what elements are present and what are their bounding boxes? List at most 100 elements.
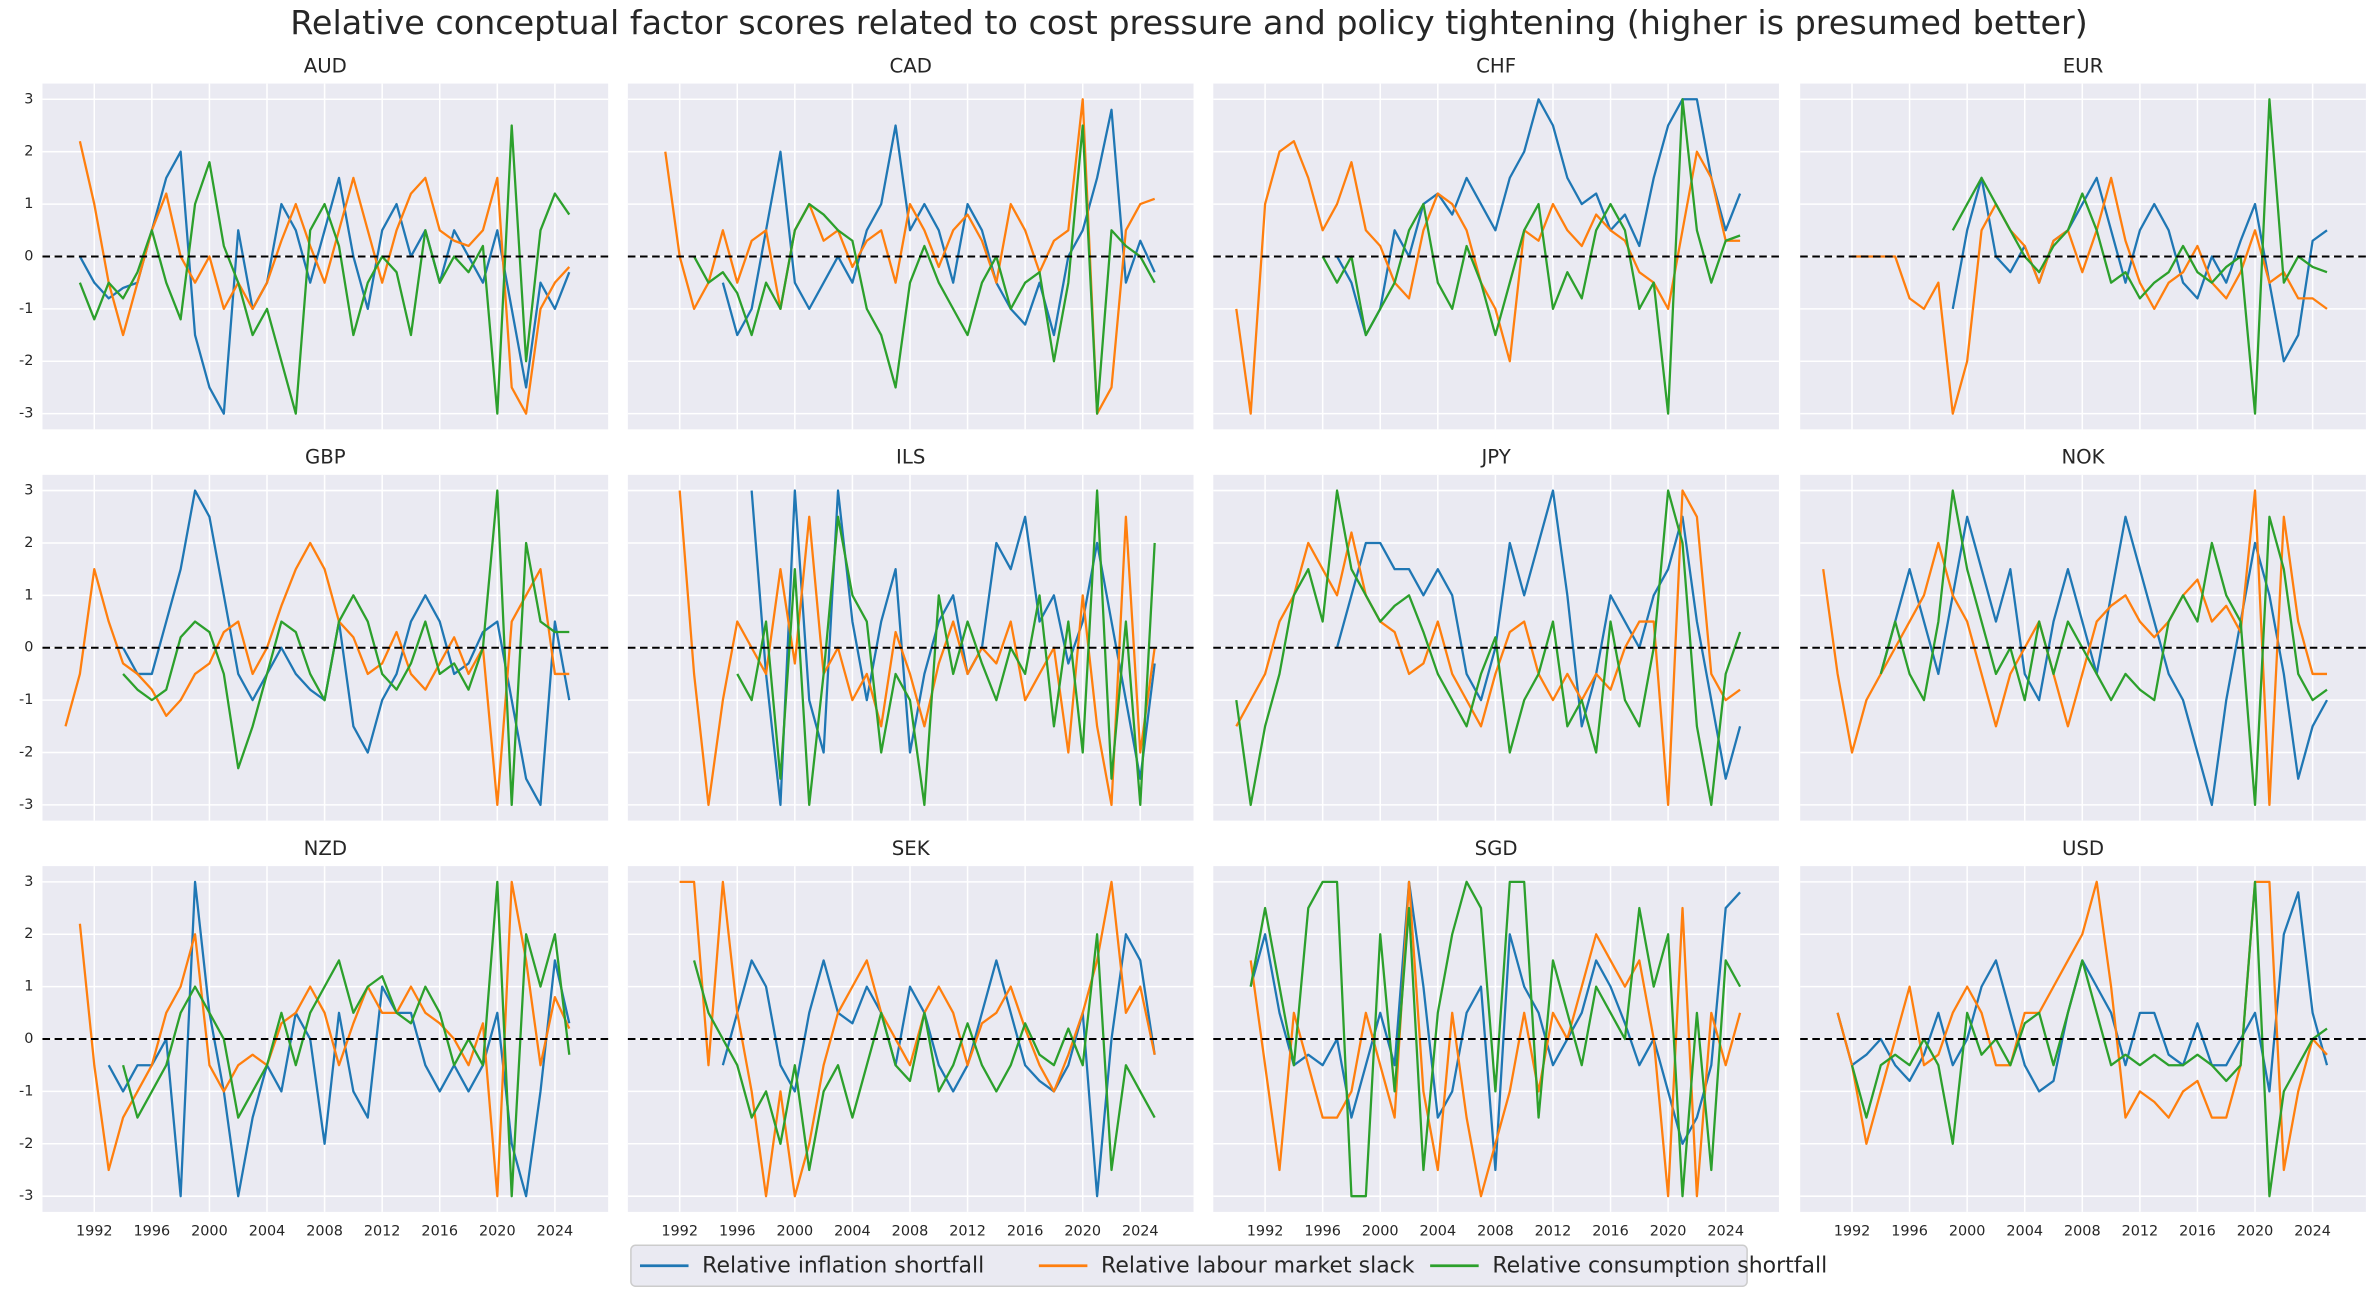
panel: JPY Relative inflation shortfallRelative … — [1213, 446, 1779, 821]
x-tick-label: 1996 — [1891, 1224, 1928, 1240]
x-tick-label: 1996 — [719, 1224, 756, 1240]
x-tick-label: 2012 — [364, 1224, 401, 1240]
series-line: Relative consumption shortfall — [1321, 98, 1741, 415]
x-tick-label: 2016 — [2179, 1224, 2216, 1240]
x-tick-label: 2008 — [1477, 1224, 1514, 1240]
panel-title: SGD — [1475, 837, 1518, 860]
x-tick-label: 2016 — [1007, 1224, 1044, 1240]
series-line: Relative consumption shortfall — [122, 489, 570, 807]
y-tick-label: 0 — [24, 640, 33, 656]
panel-title: SEK — [892, 837, 931, 860]
y-tick-label: 3 — [24, 874, 33, 890]
series-line: Relative inflation shortfall — [78, 150, 571, 415]
x-tick-label: 2012 — [949, 1224, 986, 1240]
x-tick-label: 2000 — [191, 1224, 228, 1240]
series-line: Relative consumption shortfall — [692, 933, 1156, 1172]
legend: Relative inflation shortfall Relative lab… — [630, 1244, 1827, 1287]
series-line: Relative consumption shortfall — [1249, 880, 1742, 1198]
x-tick-label: 2000 — [777, 1224, 814, 1240]
panel-title: EUR — [2063, 54, 2104, 77]
series-line: Relative labour market slack — [1852, 176, 2328, 415]
y-tick-label: -1 — [19, 301, 33, 317]
series-line: Relative consumption shortfall — [1235, 489, 1742, 807]
legend-label: Relative inflation shortfall — [702, 1254, 984, 1279]
x-tick-label: 1996 — [134, 1224, 171, 1240]
x-tick-label: 2016 — [421, 1224, 458, 1240]
series-line: Relative consumption shortfall — [1879, 489, 2328, 807]
series-line: Relative inflation shortfall — [122, 489, 571, 807]
x-tick-label: 2024 — [1122, 1224, 1159, 1240]
x-tick-label: 2020 — [1650, 1224, 1687, 1240]
series-line: Relative consumption shortfall — [693, 124, 1156, 415]
series-line: Relative labour market slack — [679, 880, 1156, 1198]
x-tick-label: 1992 — [76, 1224, 113, 1240]
x-tick-label: 1992 — [1834, 1224, 1871, 1240]
series-line: Relative inflation shortfall — [1879, 515, 2328, 807]
y-tick-label: 2 — [24, 144, 33, 160]
series-line: Relative consumption shortfall — [1850, 880, 2328, 1198]
y-tick-label: -3 — [19, 797, 33, 813]
y-tick-label: 0 — [24, 248, 33, 264]
series-line: Relative consumption shortfall — [1951, 98, 2328, 415]
x-tick-label: 2004 — [2006, 1224, 2043, 1240]
series-line: Relative labour market slack — [1249, 880, 1742, 1198]
y-tick-label: 2 — [24, 926, 33, 942]
panel-title: GBP — [305, 446, 346, 469]
series-line: Relative labour market slack — [78, 140, 571, 415]
panel-title: USD — [2062, 837, 2104, 860]
series-line: Relative inflation shortfall — [1249, 880, 1741, 1172]
panel: ILS Relative inflation shortfallRelative … — [627, 446, 1194, 821]
y-tick-label: 3 — [24, 91, 33, 107]
panel-title: AUD — [304, 54, 347, 77]
x-tick-label: 2004 — [249, 1224, 286, 1240]
panel-title: NZD — [304, 837, 347, 860]
y-tick-label: 1 — [24, 196, 33, 212]
x-tick-label: 2016 — [1592, 1224, 1629, 1240]
panel: GBP -3 -2 -1 0 1 2 3 Relative inflation shortfal… — [19, 446, 609, 821]
panel: NOK Relative inflation shortfallRelative … — [1800, 446, 2366, 821]
panel-title: ILS — [896, 446, 925, 469]
x-tick-label: 2020 — [479, 1224, 516, 1240]
panel: SGD 1992 1996 2000 2004 2008 2012 2016 2020 2024 R… — [1213, 837, 1779, 1240]
panel-title: CAD — [889, 54, 931, 77]
series-line: Relative labour market slack — [64, 541, 570, 807]
x-tick-label: 2024 — [2294, 1224, 2331, 1240]
x-tick-label: 2000 — [1949, 1224, 1986, 1240]
panel-title: NOK — [2061, 446, 2105, 469]
x-tick-label: 2008 — [306, 1224, 343, 1240]
x-tick-label: 1992 — [1247, 1224, 1284, 1240]
panel-title: CHF — [1476, 54, 1516, 77]
y-tick-label: 1 — [24, 587, 33, 603]
series-line: Relative labour market slack — [664, 98, 1156, 415]
panel: USD 1992 1996 2000 2004 2008 2012 2016 2020 2024 R… — [1800, 837, 2366, 1240]
series-line: Relative labour market slack — [1822, 489, 2327, 807]
y-tick-label: -1 — [19, 692, 33, 708]
x-tick-label: 2000 — [1362, 1224, 1399, 1240]
series-line: Relative inflation shortfall — [107, 880, 571, 1198]
panel: EURRelative inflation shortfallRelative … — [1800, 54, 2366, 430]
x-tick-label: 2004 — [1419, 1224, 1456, 1240]
y-tick-label: -2 — [19, 353, 33, 369]
x-tick-label: 1992 — [661, 1224, 698, 1240]
x-tick-label: 2020 — [1064, 1224, 1101, 1240]
series-line: Relative inflation shortfall — [721, 108, 1156, 337]
y-tick-label: 2 — [24, 535, 33, 551]
series-line: Relative consumption shortfall — [736, 489, 1156, 807]
x-tick-label: 2008 — [892, 1224, 929, 1240]
series-line: Relative labour market slack — [78, 880, 571, 1198]
series-line: Relative consumption shortfall — [78, 124, 571, 415]
y-tick-label: -2 — [19, 1136, 33, 1152]
x-tick-label: 2020 — [2237, 1224, 2274, 1240]
y-tick-label: -3 — [19, 406, 33, 422]
legend-label: Relative consumption shortfall — [1492, 1254, 1827, 1279]
x-tick-label: 2024 — [537, 1224, 574, 1240]
y-tick-label: -1 — [19, 1083, 33, 1099]
x-tick-label: 2012 — [1535, 1224, 1572, 1240]
series-line: Relative labour market slack — [1235, 140, 1741, 415]
y-tick-label: 0 — [24, 1031, 33, 1047]
series-line: Relative labour market slack — [1235, 489, 1741, 807]
x-tick-label: 2024 — [1707, 1224, 1744, 1240]
y-tick-label: 3 — [24, 483, 33, 499]
panel-title: JPY — [1479, 446, 1511, 469]
